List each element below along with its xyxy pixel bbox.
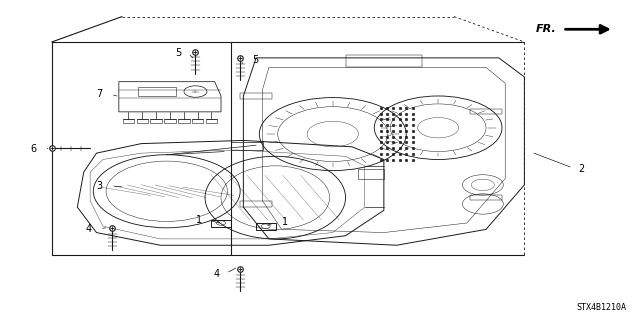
Text: FR.: FR.: [536, 24, 556, 34]
Text: 3: 3: [97, 182, 103, 191]
Text: 1: 1: [282, 217, 288, 227]
Bar: [346, 55, 422, 67]
Bar: [470, 109, 502, 114]
Bar: [211, 219, 231, 226]
Text: 4: 4: [86, 224, 92, 234]
Bar: [470, 195, 502, 200]
Text: 2: 2: [579, 164, 585, 174]
Bar: [178, 119, 189, 123]
Bar: [255, 223, 276, 230]
Bar: [240, 93, 272, 99]
Text: 6: 6: [31, 144, 37, 154]
Text: 7: 7: [97, 89, 103, 100]
Text: 5: 5: [175, 48, 181, 58]
Bar: [230, 142, 262, 150]
Bar: [192, 119, 204, 123]
Bar: [138, 87, 176, 96]
Bar: [358, 169, 384, 179]
Bar: [150, 119, 162, 123]
Text: 5: 5: [252, 56, 258, 65]
Text: 1: 1: [196, 215, 202, 225]
Text: 4: 4: [214, 269, 220, 279]
Bar: [123, 119, 134, 123]
Text: STX4B1210A: STX4B1210A: [577, 303, 627, 312]
Bar: [164, 119, 175, 123]
Bar: [136, 119, 148, 123]
Bar: [205, 119, 217, 123]
Bar: [240, 201, 272, 207]
